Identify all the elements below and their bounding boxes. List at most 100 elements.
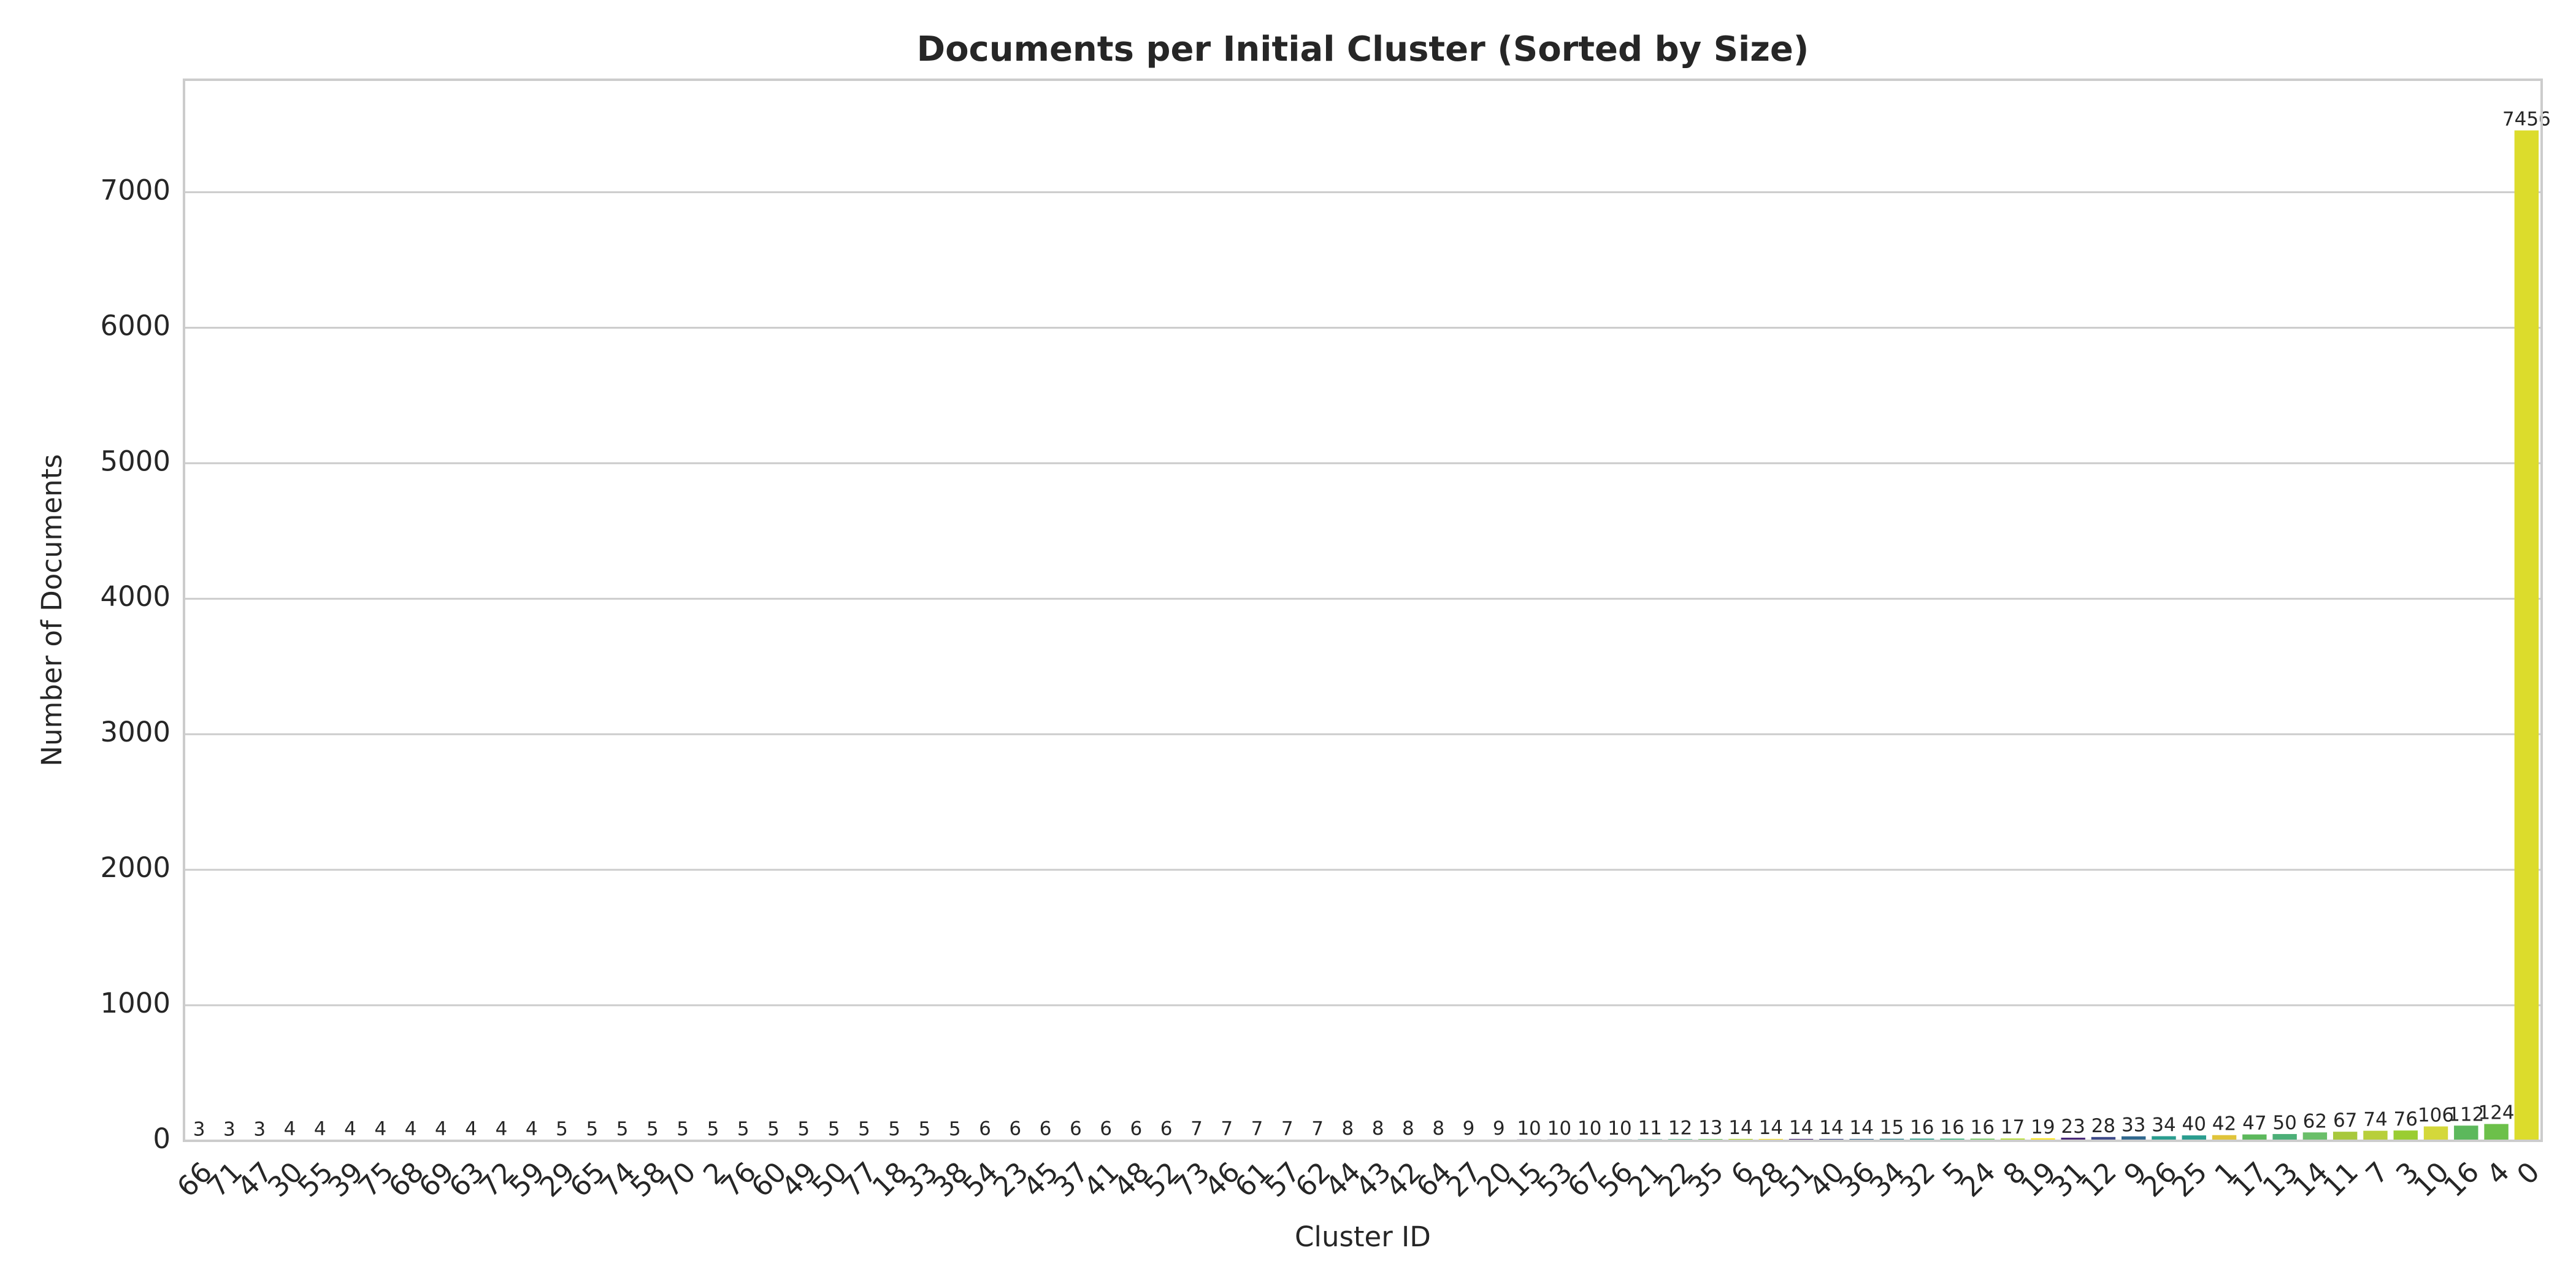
data-label: 124 bbox=[2478, 1102, 2514, 1124]
data-label: 28 bbox=[2091, 1115, 2115, 1137]
data-label: 8 bbox=[1372, 1117, 1384, 1140]
bar bbox=[2152, 1136, 2176, 1141]
data-label: 17 bbox=[2001, 1116, 2025, 1138]
data-label: 106 bbox=[2418, 1105, 2454, 1127]
data-label: 16 bbox=[1971, 1116, 1995, 1138]
data-label: 19 bbox=[2031, 1116, 2055, 1138]
y-tick-label: 1000 bbox=[100, 987, 171, 1019]
data-label: 4 bbox=[435, 1118, 447, 1140]
data-label: 10 bbox=[1547, 1117, 1571, 1140]
y-tick-label: 3000 bbox=[100, 716, 171, 748]
data-label: 3 bbox=[223, 1118, 236, 1140]
bar bbox=[2061, 1137, 2085, 1141]
bar bbox=[2212, 1135, 2237, 1141]
bar bbox=[2091, 1137, 2116, 1141]
data-label: 6 bbox=[1130, 1118, 1143, 1140]
data-label: 112 bbox=[2448, 1103, 2484, 1125]
data-label: 16 bbox=[1910, 1116, 1934, 1138]
data-label: 4 bbox=[496, 1118, 508, 1140]
data-label: 5 bbox=[616, 1118, 629, 1140]
bar bbox=[2302, 1132, 2328, 1141]
data-label: 5 bbox=[949, 1118, 961, 1140]
data-label: 5 bbox=[919, 1118, 931, 1140]
y-axis-label: Number of Documents bbox=[36, 454, 68, 766]
data-label: 14 bbox=[1849, 1117, 1873, 1139]
data-label: 5 bbox=[828, 1118, 840, 1140]
data-label: 5 bbox=[767, 1118, 780, 1140]
bar bbox=[2484, 1124, 2509, 1141]
data-label: 8 bbox=[1402, 1117, 1414, 1140]
data-label: 5 bbox=[646, 1118, 659, 1140]
y-tick-label: 5000 bbox=[100, 445, 171, 477]
data-label: 5 bbox=[556, 1118, 568, 1140]
data-label: 7 bbox=[1190, 1117, 1203, 1140]
data-label: 5 bbox=[586, 1118, 598, 1140]
data-label: 14 bbox=[1759, 1117, 1783, 1139]
data-label: 10 bbox=[1608, 1117, 1631, 1140]
data-label: 50 bbox=[2272, 1112, 2296, 1134]
data-label: 10 bbox=[1577, 1117, 1601, 1140]
bar bbox=[2031, 1138, 2055, 1141]
data-label: 33 bbox=[2122, 1114, 2145, 1137]
data-label: 4 bbox=[526, 1118, 538, 1140]
data-label: 6 bbox=[1009, 1118, 1021, 1140]
data-label: 11 bbox=[1638, 1117, 1662, 1140]
data-label: 5 bbox=[737, 1118, 749, 1140]
data-label: 4 bbox=[344, 1118, 356, 1140]
data-label: 47 bbox=[2242, 1113, 2266, 1135]
bar bbox=[2363, 1130, 2388, 1141]
bar bbox=[2182, 1135, 2206, 1141]
data-label: 14 bbox=[1728, 1117, 1752, 1139]
data-label: 4 bbox=[405, 1118, 417, 1140]
data-label: 5 bbox=[858, 1118, 870, 1140]
chart-title: Documents per Initial Cluster (Sorted by… bbox=[917, 29, 1809, 69]
data-label: 13 bbox=[1698, 1117, 1722, 1139]
data-label: 42 bbox=[2212, 1113, 2236, 1135]
data-label: 7 bbox=[1281, 1117, 1294, 1140]
bar bbox=[2242, 1134, 2267, 1141]
bar bbox=[2121, 1136, 2146, 1141]
data-label: 3 bbox=[253, 1118, 266, 1140]
data-label: 4 bbox=[465, 1118, 477, 1140]
y-tick-label: 4000 bbox=[100, 580, 171, 613]
data-label: 7 bbox=[1251, 1117, 1263, 1140]
data-label: 40 bbox=[2182, 1113, 2206, 1135]
data-label: 6 bbox=[1100, 1118, 1112, 1140]
data-label: 7 bbox=[1311, 1117, 1324, 1140]
data-label: 14 bbox=[1819, 1117, 1843, 1139]
data-label: 7 bbox=[1221, 1117, 1233, 1140]
data-label: 4 bbox=[374, 1118, 386, 1140]
data-label: 34 bbox=[2152, 1114, 2175, 1136]
data-label: 62 bbox=[2303, 1110, 2327, 1132]
bar bbox=[2333, 1132, 2358, 1141]
data-label: 6 bbox=[979, 1118, 991, 1140]
y-tick-label: 6000 bbox=[100, 309, 171, 342]
data-label: 74 bbox=[2363, 1109, 2387, 1131]
data-label: 6 bbox=[1160, 1118, 1173, 1140]
data-label: 15 bbox=[1880, 1117, 1904, 1139]
data-label: 12 bbox=[1668, 1117, 1692, 1139]
data-label: 23 bbox=[2061, 1116, 2085, 1138]
y-tick-label: 2000 bbox=[100, 851, 171, 884]
plot-frame bbox=[183, 79, 2543, 1142]
data-label: 4 bbox=[284, 1118, 296, 1140]
data-label: 4 bbox=[314, 1118, 326, 1140]
data-label: 67 bbox=[2333, 1110, 2357, 1132]
data-label: 3 bbox=[193, 1118, 205, 1140]
data-label: 16 bbox=[1940, 1116, 1964, 1138]
data-label: 5 bbox=[707, 1118, 719, 1140]
data-label: 9 bbox=[1463, 1117, 1475, 1140]
y-tick-label: 0 bbox=[153, 1122, 171, 1155]
data-label: 9 bbox=[1493, 1117, 1505, 1140]
data-label: 5 bbox=[677, 1118, 689, 1140]
bar bbox=[2454, 1125, 2478, 1141]
data-label: 76 bbox=[2394, 1108, 2418, 1130]
data-label: 5 bbox=[797, 1118, 810, 1140]
data-label: 10 bbox=[1517, 1117, 1541, 1140]
x-axis-label: Cluster ID bbox=[1295, 1221, 1431, 1253]
bar bbox=[2514, 130, 2539, 1141]
data-label: 6 bbox=[1070, 1118, 1082, 1140]
